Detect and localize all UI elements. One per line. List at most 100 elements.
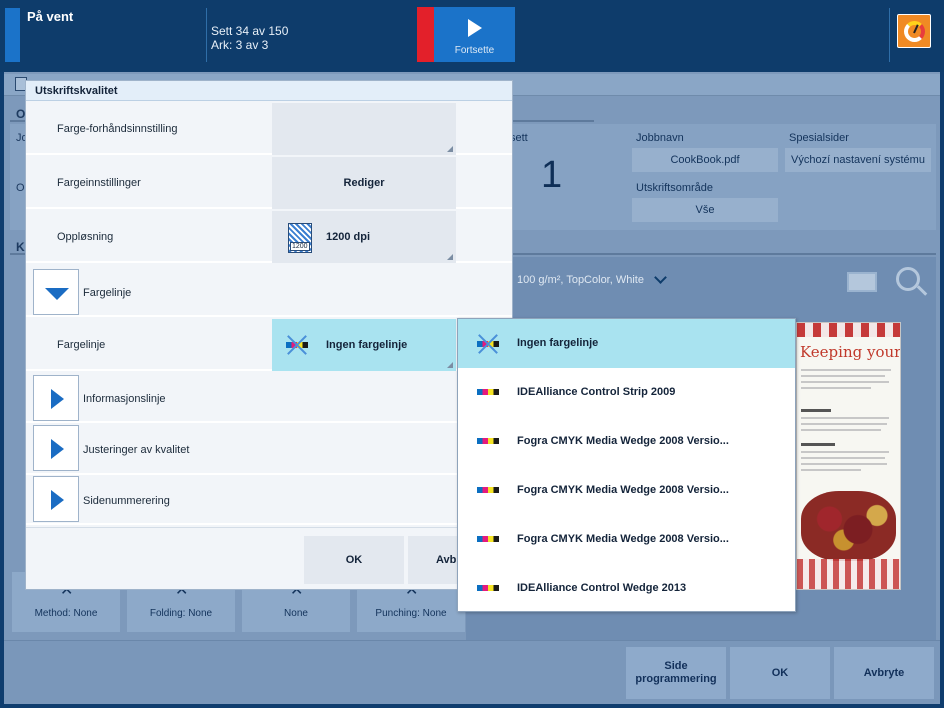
preview-heading-line [801, 409, 831, 412]
colorbar-label: Fargelinje [57, 339, 106, 351]
side-programming-button[interactable]: Side programmering [626, 647, 726, 699]
resolution-field[interactable]: 1200 1200 dpi [272, 211, 456, 263]
triangle-right-icon [51, 439, 64, 459]
continue-button[interactable]: Fortsette [434, 7, 515, 62]
dialog-title: Utskriftskvalitet [35, 85, 118, 97]
triangle-right-icon [51, 389, 64, 409]
resolution-value: 1200 dpi [326, 231, 371, 243]
color-strip-icon [477, 536, 499, 542]
print-quality-dialog: Utskriftskvalitet Farge-forhåndsinnstill… [25, 80, 513, 590]
job-status-title: På vent [27, 9, 74, 24]
colorbar-value: Ingen fargelinje [326, 339, 408, 351]
dropdown-option[interactable]: Fogra CMYK Media Wedge 2008 Versio... [458, 515, 795, 564]
color-strip-icon [477, 389, 499, 395]
resolution-row: Oppløsning 1200 1200 dpi [26, 211, 512, 263]
top-status-bar: På vent Sett 34 av 150 Ark: 3 av 3 Forts… [0, 0, 944, 72]
dropdown-corner-icon [447, 146, 453, 152]
colorbar-section-header[interactable]: Fargelinje [26, 267, 512, 317]
preview-text-line [801, 369, 891, 371]
triangle-right-icon [51, 490, 64, 510]
bottom-ok-button[interactable]: OK [730, 647, 830, 699]
expand-toggle[interactable] [33, 476, 79, 522]
color-preset-label: Farge-forhåndsinnstilling [57, 123, 178, 135]
preview-text-line [801, 451, 889, 453]
special-pages-label: Spesialsider [789, 132, 849, 144]
gauge-ring [904, 21, 925, 42]
quality-adjust-section-header[interactable]: Justeringer av kvalitet [26, 425, 512, 475]
book-view-icon[interactable] [847, 272, 877, 292]
page-preview-thumbnail[interactable]: Keeping your [796, 322, 901, 590]
finishing-label: Method: None [34, 608, 98, 619]
triangle-down-icon [45, 288, 69, 300]
preview-text-line [801, 469, 861, 471]
print-area-value[interactable]: Vše [632, 198, 778, 222]
dropdown-option[interactable]: IDEAlliance Control Wedge 2013 [458, 564, 795, 613]
workspace-tab-label[interactable]: O [16, 107, 26, 121]
dialog-footer: OK Avbryte [26, 527, 512, 589]
color-preset-row: Farge-forhåndsinnstilling [26, 103, 512, 155]
edit-color-settings-button[interactable]: Rediger [272, 157, 456, 209]
color-preset-field[interactable] [272, 103, 456, 155]
user-gauge-icon[interactable] [897, 14, 931, 48]
dropdown-option-label: Fogra CMYK Media Wedge 2008 Versio... [517, 484, 729, 496]
preview-text-line [801, 423, 887, 425]
preview-food-photo [801, 491, 896, 561]
divider [889, 8, 890, 62]
color-settings-row: Fargeinnstillinger Rediger [26, 157, 512, 209]
preview-tablecloth-graphic [797, 559, 900, 589]
resolution-icon: 1200 [288, 223, 312, 253]
divider [206, 8, 207, 62]
property-label-partial: Jo [16, 132, 28, 144]
expand-toggle[interactable] [33, 375, 79, 421]
property-label-partial: O [16, 182, 25, 194]
dropdown-option-label: Fogra CMYK Media Wedge 2008 Versio... [517, 533, 729, 545]
dropdown-option-label: IDEAlliance Control Strip 2009 [517, 386, 676, 398]
workspace-tab-label[interactable]: K [16, 240, 25, 254]
collapse-toggle[interactable] [33, 269, 79, 315]
ok-button[interactable]: OK [304, 536, 404, 584]
infoline-section-header[interactable]: Informasjonslinje [26, 373, 512, 423]
jobname-value[interactable]: CookBook.pdf [632, 148, 778, 172]
dropdown-option[interactable]: IDEAlliance Control Strip 2009 [458, 368, 795, 417]
zoom-icon[interactable] [896, 267, 920, 291]
sheet-counter: Ark: 3 av 3 [211, 38, 269, 52]
no-strip-x-icon [477, 333, 499, 355]
no-strip-x-icon [286, 334, 308, 356]
resolution-label: Oppløsning [57, 231, 114, 243]
section-label: Informasjonslinje [83, 393, 166, 405]
dropdown-option[interactable]: Fogra CMYK Media Wedge 2008 Versio... [458, 466, 795, 515]
print-area-label: Utskriftsområde [636, 182, 714, 194]
dropdown-option-label: Fogra CMYK Media Wedge 2008 Versio... [517, 435, 729, 447]
dropdown-option-label: IDEAlliance Control Wedge 2013 [517, 582, 687, 594]
bottom-cancel-button[interactable]: Avbryte [834, 647, 934, 699]
jobname-label: Jobbnavn [636, 132, 684, 144]
preview-heading-line [801, 443, 835, 446]
colorbar-dropdown-list: Ingen fargelinje IDEAlliance Control Str… [457, 318, 796, 612]
finishing-label: None [284, 608, 308, 619]
color-strip-icon [477, 585, 499, 591]
special-pages-value[interactable]: Výchozí nastavení systému [785, 148, 931, 172]
expand-toggle[interactable] [33, 425, 79, 471]
media-description: 100 g/m², TopColor, White [517, 274, 644, 286]
play-icon [468, 19, 482, 37]
dropdown-corner-icon [447, 362, 453, 368]
sets-label: sett [510, 132, 528, 144]
page-numbering-section-header[interactable]: Sidenummerering [26, 475, 512, 525]
dropdown-option-no-colorbar[interactable]: Ingen fargelinje [458, 319, 795, 368]
dropdown-corner-icon [447, 254, 453, 260]
preview-awning-graphic [797, 323, 900, 337]
finishing-label: Punching: None [375, 608, 447, 619]
color-strip-icon [477, 487, 499, 493]
dropdown-option-label: Ingen fargelinje [517, 337, 599, 349]
dialog-header: Utskriftskvalitet [26, 81, 512, 101]
color-settings-label: Fargeinnstillinger [57, 177, 141, 189]
set-counter: Sett 34 av 150 [211, 24, 289, 38]
preview-text-line [801, 429, 881, 431]
colorbar-row: Fargelinje Ingen fargelinje [26, 319, 512, 371]
preview-title: Keeping your [800, 343, 901, 361]
preview-text-line [801, 375, 885, 377]
preview-text-line [801, 387, 871, 389]
dropdown-option[interactable]: Fogra CMYK Media Wedge 2008 Versio... [458, 417, 795, 466]
sets-value[interactable]: 1 [541, 154, 563, 196]
colorbar-field[interactable]: Ingen fargelinje [272, 319, 456, 371]
